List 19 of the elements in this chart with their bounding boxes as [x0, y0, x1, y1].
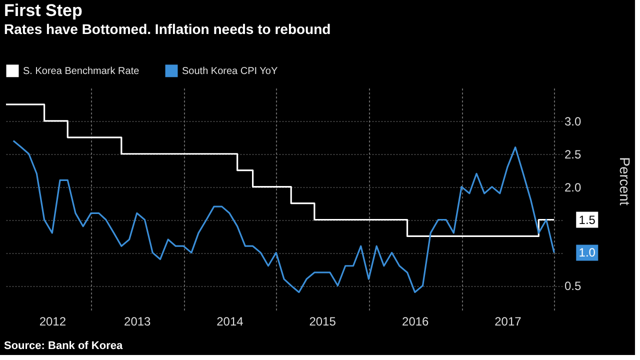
y-tick-label: 3.0: [564, 114, 582, 128]
x-tick-label: 2014: [216, 314, 244, 328]
x-tick-label: 2015: [309, 314, 336, 328]
y-tick-label: 0.5: [564, 279, 582, 294]
x-tick-label: 2017: [494, 314, 522, 328]
legend-label: S. Korea Benchmark Rate: [23, 66, 140, 77]
annotation: 1.5: [578, 212, 596, 227]
source-note: Source: Bank of Korea: [4, 340, 124, 352]
y-tick-label: 2.0: [564, 180, 582, 194]
x-tick-label: 2013: [124, 314, 152, 328]
line-series: [12, 140, 555, 294]
y-axis-title: Percent: [617, 157, 633, 206]
chart-subtitle: Rates have Bottomed. Inflation needs to rebound: [4, 21, 331, 37]
x-tick-label: 2012: [39, 314, 66, 328]
y-tick-label: 2.5: [564, 147, 582, 162]
x-tick-label: 2016: [402, 314, 430, 328]
chart-title: First Step: [4, 1, 82, 20]
annotation: 1.0: [578, 246, 596, 260]
legend-label: South Korea CPI YoY: [182, 66, 278, 77]
